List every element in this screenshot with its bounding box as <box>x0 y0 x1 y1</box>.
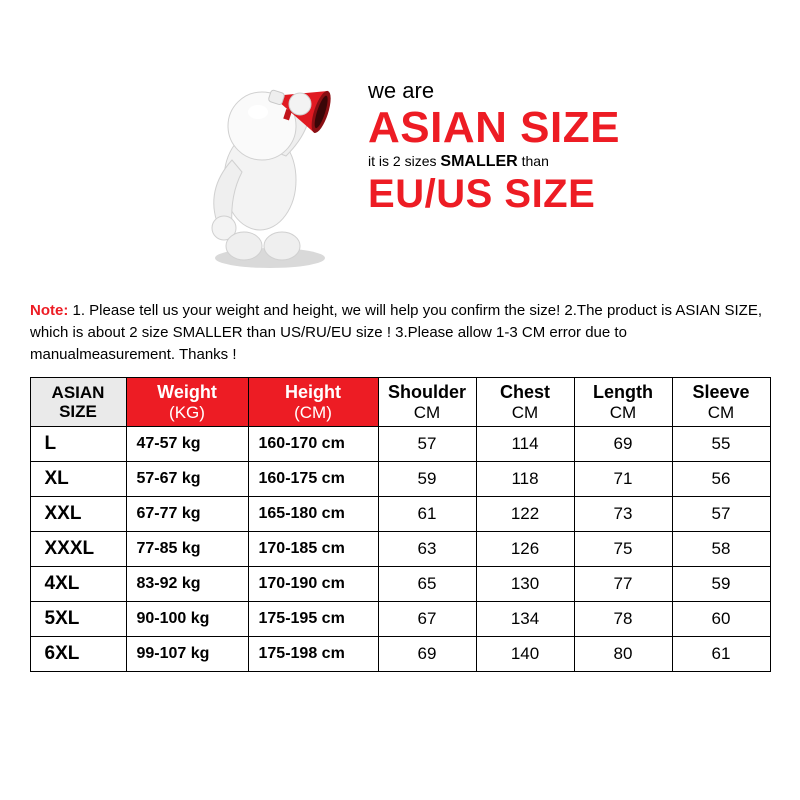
table-body: L47-57 kg160-170 cm571146955XL57-67 kg16… <box>30 427 770 672</box>
cell-chest: 134 <box>476 602 574 637</box>
col-height-sub: (CM) <box>251 403 376 423</box>
cell-size: L <box>30 427 126 462</box>
size-table: ASIAN SIZE Weight (KG) Height (CM) Shoul… <box>30 377 771 672</box>
cell-shoulder: 59 <box>378 462 476 497</box>
note-text: Note: 1. Please tell us your weight and … <box>30 300 770 365</box>
cell-weight: 90-100 kg <box>126 602 248 637</box>
col-asian-l2: SIZE <box>59 402 97 421</box>
cell-sleeve: 59 <box>672 567 770 602</box>
table-row: XXXL77-85 kg170-185 cm631267558 <box>30 532 770 567</box>
col-shoulder-title: Shoulder <box>388 382 466 402</box>
col-chest-sub: CM <box>479 403 572 423</box>
col-weight: Weight (KG) <box>126 378 248 427</box>
cell-height: 160-170 cm <box>248 427 378 462</box>
cell-weight: 67-77 kg <box>126 497 248 532</box>
col-shoulder-sub: CM <box>381 403 474 423</box>
col-length-title: Length <box>593 382 653 402</box>
banner-text: we are ASIAN SIZE it is 2 sizes SMALLER … <box>368 60 620 216</box>
cell-length: 75 <box>574 532 672 567</box>
cell-sleeve: 61 <box>672 637 770 672</box>
col-height: Height (CM) <box>248 378 378 427</box>
banner-line3-prefix: it is 2 sizes <box>368 153 440 169</box>
col-chest: Chest CM <box>476 378 574 427</box>
cell-length: 80 <box>574 637 672 672</box>
cell-weight: 57-67 kg <box>126 462 248 497</box>
col-shoulder: Shoulder CM <box>378 378 476 427</box>
cell-height: 170-185 cm <box>248 532 378 567</box>
banner-line3-smaller: SMALLER <box>440 153 517 170</box>
cell-chest: 126 <box>476 532 574 567</box>
table-row: L47-57 kg160-170 cm571146955 <box>30 427 770 462</box>
col-sleeve-title: Sleeve <box>692 382 749 402</box>
cell-chest: 130 <box>476 567 574 602</box>
note-label: Note: <box>30 302 68 319</box>
table-row: XXL67-77 kg165-180 cm611227357 <box>30 497 770 532</box>
cell-sleeve: 56 <box>672 462 770 497</box>
cell-sleeve: 57 <box>672 497 770 532</box>
cell-chest: 122 <box>476 497 574 532</box>
col-weight-sub: (KG) <box>129 403 246 423</box>
col-height-title: Height <box>285 382 341 402</box>
banner-line4: EU/US SIZE <box>368 172 620 216</box>
cell-size: XL <box>30 462 126 497</box>
cell-height: 170-190 cm <box>248 567 378 602</box>
cell-chest: 140 <box>476 637 574 672</box>
cell-length: 71 <box>574 462 672 497</box>
cell-shoulder: 57 <box>378 427 476 462</box>
cell-weight: 77-85 kg <box>126 532 248 567</box>
cell-height: 175-195 cm <box>248 602 378 637</box>
cell-size: 5XL <box>30 602 126 637</box>
col-asian-size: ASIAN SIZE <box>30 378 126 427</box>
cell-height: 165-180 cm <box>248 497 378 532</box>
table-header: ASIAN SIZE Weight (KG) Height (CM) Shoul… <box>30 378 770 427</box>
cell-length: 69 <box>574 427 672 462</box>
col-length: Length CM <box>574 378 672 427</box>
cell-length: 78 <box>574 602 672 637</box>
cell-length: 73 <box>574 497 672 532</box>
cell-shoulder: 67 <box>378 602 476 637</box>
cell-shoulder: 63 <box>378 532 476 567</box>
note-body: 1. Please tell us your weight and height… <box>30 302 762 363</box>
table-row: XL57-67 kg160-175 cm591187156 <box>30 462 770 497</box>
col-asian-l1: ASIAN <box>52 383 105 402</box>
cell-weight: 99-107 kg <box>126 637 248 672</box>
cell-height: 160-175 cm <box>248 462 378 497</box>
col-chest-title: Chest <box>500 382 550 402</box>
cell-length: 77 <box>574 567 672 602</box>
table-header-row: ASIAN SIZE Weight (KG) Height (CM) Shoul… <box>30 378 770 427</box>
cell-chest: 118 <box>476 462 574 497</box>
col-weight-title: Weight <box>157 382 217 402</box>
table-row: 4XL83-92 kg170-190 cm651307759 <box>30 567 770 602</box>
col-length-sub: CM <box>577 403 670 423</box>
banner-line3-suffix: than <box>518 153 549 169</box>
cell-sleeve: 55 <box>672 427 770 462</box>
cell-sleeve: 58 <box>672 532 770 567</box>
cell-size: 6XL <box>30 637 126 672</box>
cell-size: XXXL <box>30 532 126 567</box>
cell-height: 175-198 cm <box>248 637 378 672</box>
col-sleeve: Sleeve CM <box>672 378 770 427</box>
cell-shoulder: 61 <box>378 497 476 532</box>
table-row: 5XL90-100 kg175-195 cm671347860 <box>30 602 770 637</box>
cell-shoulder: 65 <box>378 567 476 602</box>
cell-size: XXL <box>30 497 126 532</box>
megaphone-figure-icon <box>200 60 350 270</box>
col-sleeve-sub: CM <box>675 403 768 423</box>
table-row: 6XL99-107 kg175-198 cm691408061 <box>30 637 770 672</box>
banner-line2: ASIAN SIZE <box>368 106 620 150</box>
cell-size: 4XL <box>30 567 126 602</box>
banner-line1: we are <box>368 78 620 104</box>
cell-chest: 114 <box>476 427 574 462</box>
cell-weight: 83-92 kg <box>126 567 248 602</box>
cell-shoulder: 69 <box>378 637 476 672</box>
cell-sleeve: 60 <box>672 602 770 637</box>
cell-weight: 47-57 kg <box>126 427 248 462</box>
banner: we are ASIAN SIZE it is 2 sizes SMALLER … <box>180 60 620 270</box>
banner-line3: it is 2 sizes SMALLER than <box>368 153 620 171</box>
